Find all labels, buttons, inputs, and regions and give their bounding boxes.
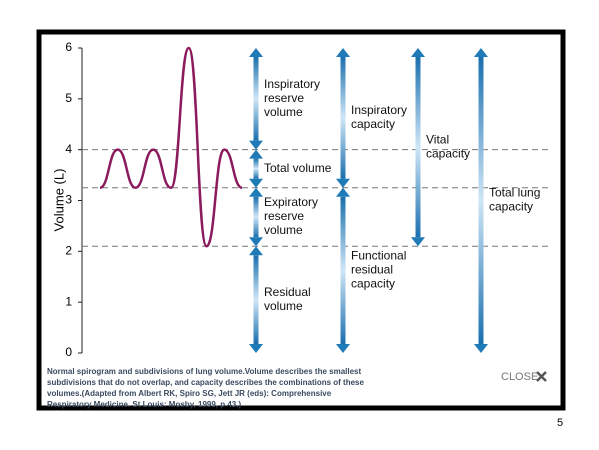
arrow-label: Vital xyxy=(426,132,449,146)
arrow-label: volume xyxy=(264,105,303,119)
y-tick-label: 3 xyxy=(65,193,72,207)
y-tick-label: 4 xyxy=(65,142,72,156)
y-tick-label: 0 xyxy=(65,345,72,359)
caption-line: Normal spirogram and subdivisions of lun… xyxy=(47,367,361,376)
arrow-head xyxy=(336,344,350,353)
arrow-head xyxy=(249,149,263,159)
arrow-shaft xyxy=(253,158,259,179)
arrow-label: reserve xyxy=(264,91,304,105)
double-arrow xyxy=(249,48,263,150)
arrow-label: capacity xyxy=(426,146,470,160)
caption-line: Respiratory Medicine. St Louis: Mosby, 1… xyxy=(47,400,241,409)
arrow-label: Total lung xyxy=(489,186,540,200)
arrow-head xyxy=(249,246,263,256)
caption: Normal spirogram and subdivisions of lun… xyxy=(47,367,365,409)
arrow-head xyxy=(336,187,350,197)
arrow-shaft xyxy=(340,57,346,179)
arrow-head xyxy=(249,140,263,150)
arrow-head xyxy=(249,187,263,197)
arrow-shaft xyxy=(478,57,484,344)
arrow-label: capacity xyxy=(351,117,395,131)
y-tick-label: 2 xyxy=(65,244,72,258)
y-axis-label: Volume (L) xyxy=(51,169,66,232)
arrow-head xyxy=(336,48,350,57)
arrow-shaft xyxy=(253,255,259,344)
arrow-shaft xyxy=(415,57,421,238)
double-arrow xyxy=(336,187,350,353)
arrow-head xyxy=(411,237,425,247)
double-arrow xyxy=(336,48,350,188)
double-arrow xyxy=(411,48,425,247)
arrow-head xyxy=(249,178,263,188)
arrow-label: Functional xyxy=(351,249,406,263)
arrow-label: capacity xyxy=(489,200,533,214)
arrow-shaft xyxy=(253,57,259,141)
arrow-label: Expiratory xyxy=(264,195,318,209)
y-tick-label: 1 xyxy=(65,294,72,308)
arrow-label: Total volume xyxy=(264,161,332,175)
arrow-head xyxy=(474,48,488,57)
arrow-head xyxy=(336,178,350,188)
arrow-shaft xyxy=(253,196,259,238)
double-arrow xyxy=(249,149,263,188)
arrow-head xyxy=(474,344,488,353)
caption-line: volumes.(Adapted from Albert RK, Spiro S… xyxy=(47,389,332,398)
arrow-label: reserve xyxy=(264,209,304,223)
close-button[interactable]: CLOSE xyxy=(501,371,538,383)
arrow-label: Residual xyxy=(264,285,311,299)
arrow-head xyxy=(411,48,425,57)
arrow-head xyxy=(249,344,263,353)
y-tick-label: 5 xyxy=(65,91,72,105)
arrow-head xyxy=(249,237,263,247)
arrow-label: residual xyxy=(351,263,393,277)
arrow-label: Inspiratory xyxy=(264,77,320,91)
double-arrow xyxy=(249,187,263,247)
arrow-shaft xyxy=(340,196,346,344)
arrow-label: capacity xyxy=(351,277,395,291)
close-icon[interactable] xyxy=(536,371,547,382)
spirogram-line xyxy=(99,46,243,248)
page-number: 5 xyxy=(557,417,563,429)
caption-line: subdivisions that do not overlap, and ca… xyxy=(47,378,365,387)
arrow-head xyxy=(249,48,263,57)
arrow-label: volume xyxy=(264,223,303,237)
arrow-label: volume xyxy=(264,299,303,313)
double-arrow xyxy=(474,48,488,353)
y-tick-label: 6 xyxy=(65,40,72,54)
double-arrow xyxy=(249,246,263,353)
arrow-label: Inspiratory xyxy=(351,103,407,117)
